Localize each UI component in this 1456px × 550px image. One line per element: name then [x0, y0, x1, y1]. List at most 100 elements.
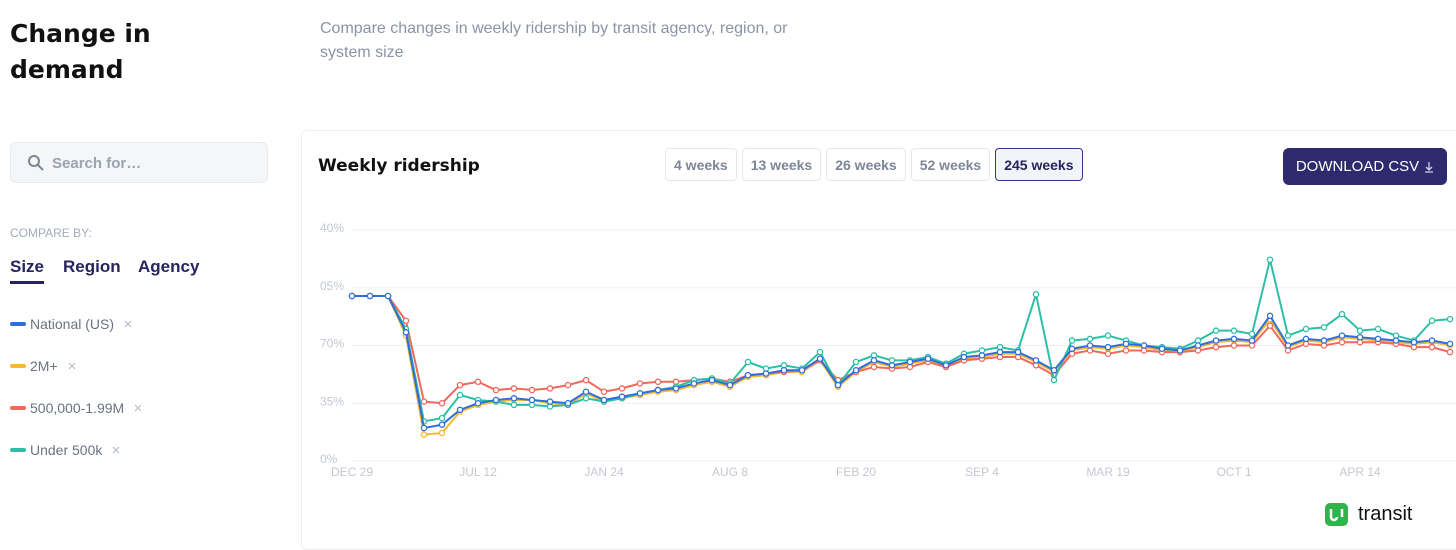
x-tick-label: JAN 24: [584, 465, 624, 479]
data-point: [1266, 322, 1274, 329]
data-point: [474, 378, 482, 386]
data-point: [654, 386, 662, 394]
data-point: [1410, 338, 1418, 346]
data-point: [510, 395, 518, 402]
data-point: [1068, 345, 1076, 353]
page: 0% 35% 70% 05% 40% DEC 29 JUL 12 JAN 24 AUG 8 FEB…: [10, 19, 1456, 550]
data-point: [564, 399, 572, 407]
legend-item: Under 500k: [10, 442, 120, 458]
data-point: [1122, 340, 1130, 348]
data-point: [1050, 366, 1058, 374]
legend-item: 500,000-1.99M: [10, 400, 142, 416]
chart-title: Weekly ridership: [318, 156, 480, 176]
data-point: [924, 355, 932, 362]
data-point: [1356, 333, 1364, 341]
data-point: [456, 406, 464, 414]
data-point: [528, 386, 536, 394]
data-point: [546, 385, 554, 392]
remove-button[interactable]: [68, 362, 76, 370]
data-point: [870, 363, 878, 371]
remove-button[interactable]: [112, 446, 120, 454]
data-point: [1140, 342, 1148, 349]
range-button[interactable]: 13 weeks: [741, 148, 822, 181]
compare-tab[interactable]: Agency: [138, 257, 200, 276]
data-point: [582, 395, 590, 402]
data-point: [1104, 350, 1112, 357]
range-button[interactable]: 52 weeks: [910, 148, 991, 181]
data-point: [636, 390, 644, 397]
data-point: [1230, 327, 1238, 334]
logo-text: transit: [1358, 503, 1413, 525]
data-point: [1302, 325, 1310, 333]
data-point: [960, 353, 968, 361]
data-point: [798, 366, 806, 374]
y-tick-label: 70%: [320, 337, 344, 351]
data-point: [1248, 337, 1256, 344]
data-point: [690, 380, 698, 387]
data-point: [996, 348, 1004, 356]
compare-tab[interactable]: Size: [10, 257, 45, 284]
search-placeholder: Search for…: [52, 155, 142, 172]
download-icon: [1425, 161, 1434, 173]
data-point: [1032, 291, 1040, 298]
data-point: [438, 414, 446, 422]
data-point: [1050, 376, 1058, 384]
data-point: [906, 358, 914, 366]
x-tick-label: SEP 4: [965, 465, 999, 479]
data-point: [1338, 338, 1346, 346]
legend-label: Under 500k: [30, 442, 103, 458]
legend-label: 500,000-1.99M: [30, 400, 125, 416]
data-point: [834, 381, 842, 389]
data-point: [1212, 327, 1220, 334]
data-point: [1284, 332, 1292, 339]
legend-swatch: [10, 364, 26, 368]
data-point: [582, 388, 590, 395]
data-point: [600, 396, 608, 404]
data-point: [1086, 335, 1094, 343]
search-box[interactable]: Search for…: [10, 142, 268, 183]
data-point: [618, 385, 626, 392]
remove-button[interactable]: [124, 320, 132, 328]
search-icon: [28, 155, 44, 171]
range-button[interactable]: 4 weeks: [665, 148, 737, 181]
data-point: [744, 371, 752, 379]
data-point: [1356, 327, 1364, 334]
data-point: [618, 393, 626, 400]
data-point: [726, 381, 734, 389]
data-point: [1158, 345, 1166, 353]
data-point: [1374, 335, 1382, 343]
data-point: [888, 362, 896, 369]
data-point: [438, 429, 446, 437]
data-point: [438, 421, 446, 428]
compare-tab[interactable]: Region: [63, 257, 121, 276]
y-tick-label: 35%: [320, 394, 344, 408]
range-button[interactable]: 26 weeks: [826, 148, 906, 181]
data-point: [1230, 342, 1238, 349]
data-point: [870, 357, 878, 364]
legend-label: 2M+: [30, 358, 58, 374]
data-point: [402, 329, 410, 336]
y-tick-label: 05%: [320, 279, 344, 293]
data-point: [600, 388, 608, 395]
data-point: [762, 370, 770, 377]
data-point: [816, 355, 824, 362]
data-point: [366, 292, 374, 300]
data-point: [384, 292, 392, 300]
data-point: [708, 376, 716, 384]
chart: 0% 35% 70% 05% 40% DEC 29 JUL 12 JAN 24 AUG 8 FEB…: [320, 221, 1456, 526]
data-point: [1320, 324, 1328, 331]
range-button[interactable]: 245 weeks: [995, 148, 1083, 181]
compare-label: COMPARE BY:: [10, 226, 92, 240]
x-tick-label: AUG 8: [712, 465, 748, 479]
data-point: [528, 396, 536, 404]
data-point: [582, 376, 590, 384]
remove-button[interactable]: [134, 404, 142, 412]
data-point: [420, 431, 428, 438]
data-point: [744, 358, 752, 366]
data-point: [942, 362, 950, 369]
download-button[interactable]: DOWNLOAD CSV: [1283, 148, 1447, 185]
data-point: [1266, 256, 1274, 263]
data-point: [420, 424, 428, 432]
data-point: [1212, 343, 1220, 351]
data-point: [402, 317, 410, 324]
